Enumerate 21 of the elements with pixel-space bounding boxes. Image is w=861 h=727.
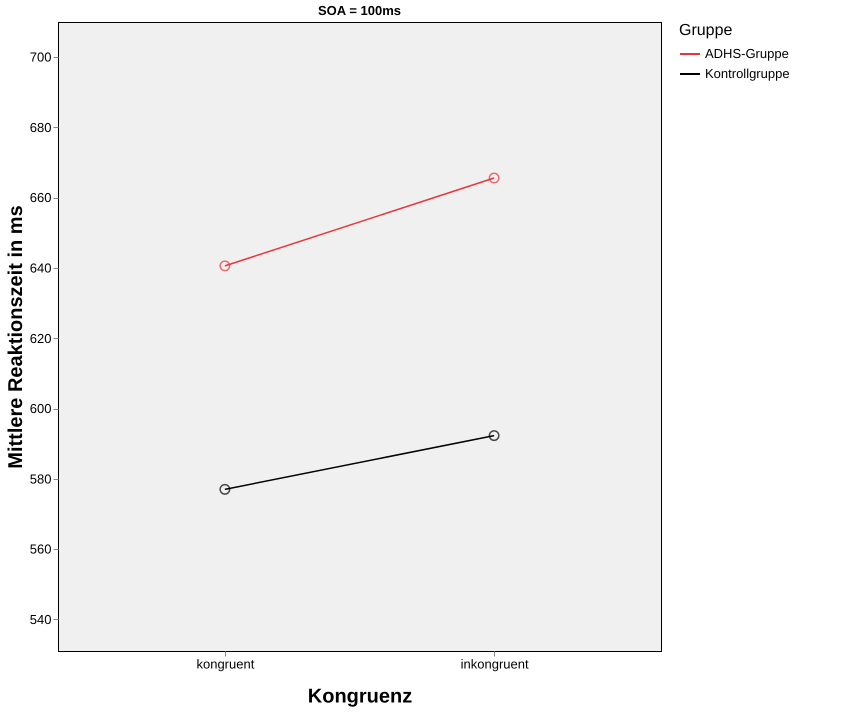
point <box>219 484 230 495</box>
y-tick-label: 560 <box>30 542 52 557</box>
y-tick-label: 540 <box>30 612 52 627</box>
legend-title: Gruppe <box>679 22 732 39</box>
chart-title: SOA = 100ms <box>318 3 401 18</box>
point <box>488 430 500 442</box>
y-tick-label: 680 <box>30 120 52 135</box>
y-tick-label: 700 <box>30 50 52 65</box>
y-axis-title: Mittlere Reaktionszeit in ms <box>4 205 27 469</box>
y-tick-label: 660 <box>30 190 52 206</box>
y-tick-label: 640 <box>30 260 52 276</box>
point <box>219 260 230 272</box>
x-tick-label: inkongruent <box>460 656 529 672</box>
x-tick-label: kongruent <box>196 656 255 672</box>
y-tick-label: 580 <box>30 471 52 486</box>
legend-label: Kontrollgruppe <box>705 66 790 81</box>
y-tick-label: 620 <box>30 330 52 346</box>
y-tick-label: 600 <box>30 401 52 416</box>
point <box>488 172 500 184</box>
legend-label: ADHS-Gruppe <box>705 46 789 61</box>
x-axis-title: Kongruenz <box>308 686 412 708</box>
